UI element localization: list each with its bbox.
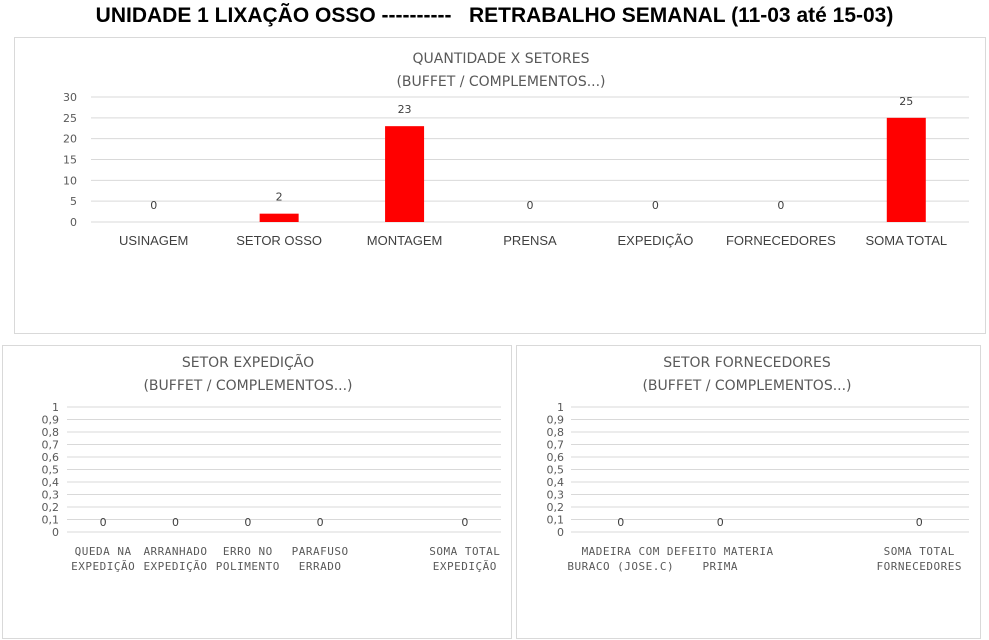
y-tick-label: 15: [63, 154, 77, 167]
data-label: 0: [244, 516, 251, 529]
y-tick-label: 20: [63, 133, 77, 146]
chart-title: QUANTIDADE X SETORES: [413, 51, 590, 67]
data-label: 0: [100, 516, 107, 529]
bar: [385, 126, 425, 222]
x-tick-label: USINAGEM: [119, 233, 188, 248]
y-tick-label: 10: [63, 174, 77, 187]
x-tick-label: QUEDA NA: [75, 545, 132, 558]
y-tick-label: 0,1: [547, 514, 565, 527]
y-tick-label: 0,9: [547, 414, 565, 427]
chart-svg-fornecedores: SETOR FORNECEDORES (BUFFET / COMPLEMENTOS…: [547, 355, 969, 573]
data-label: 0: [717, 516, 724, 529]
y-tick-label: 0,8: [547, 426, 565, 439]
x-tick-label: SOMA TOTAL: [865, 233, 947, 248]
data-label: 25: [899, 95, 913, 108]
y-tick-label: 0,4: [547, 476, 565, 489]
x-tick-label: FORNECEDORES: [726, 233, 836, 248]
y-tick-label: 0,4: [42, 476, 60, 489]
chart-subtitle: (BUFFET / COMPLEMENTOS...): [143, 378, 352, 394]
chart-title: SETOR FORNECEDORES: [663, 355, 831, 371]
x-tick-label: ERRO NO: [223, 545, 273, 558]
chart-title: SETOR EXPEDIÇÃO: [182, 354, 314, 371]
x-tick-label: FORNECEDORES: [877, 560, 962, 573]
y-tick-label: 0: [557, 526, 564, 539]
x-tick-label: MADEIRA COM: [582, 545, 660, 558]
chart-svg-quantidade: QUANTIDADE X SETORES (BUFFET / COMPLEMENT…: [63, 51, 969, 248]
page-title: UNIDADE 1 LIXAÇÃO OSSO ---------- RETRAB…: [95, 4, 894, 27]
x-tick-label: PRIMA: [702, 560, 738, 573]
y-tick-label: 0,7: [42, 439, 60, 452]
data-label: 0: [317, 516, 324, 529]
x-tick-label: ARRANHADO: [143, 545, 207, 558]
y-tick-label: 0,2: [42, 501, 60, 514]
y-tick-label: 0,2: [547, 501, 565, 514]
y-tick-label: 0,9: [42, 414, 60, 427]
x-tick-label: PARAFUSO: [292, 545, 349, 558]
y-tick-label: 25: [63, 112, 77, 125]
data-label: 0: [652, 199, 659, 212]
x-tick-label: SETOR OSSO: [236, 233, 322, 248]
chart-quantidade-x-setores: QUANTIDADE X SETORES (BUFFET / COMPLEMENT…: [14, 37, 986, 334]
x-tick-label: POLIMENTO: [216, 560, 280, 573]
y-tick-label: 0,8: [42, 426, 60, 439]
data-label: 0: [916, 516, 923, 529]
data-label: 0: [777, 199, 784, 212]
y-tick-label: 0,6: [547, 451, 565, 464]
chart-svg-expedicao: SETOR EXPEDIÇÃO (BUFFET / COMPLEMENTOS...…: [42, 354, 501, 573]
x-tick-label: BURACO (JOSE.C): [567, 560, 674, 573]
chart-setor-expedicao: SETOR EXPEDIÇÃO (BUFFET / COMPLEMENTOS...…: [2, 345, 512, 639]
y-tick-label: 1: [557, 401, 564, 414]
y-tick-label: 0,5: [42, 464, 60, 477]
chart-subtitle: (BUFFET / COMPLEMENTOS...): [396, 74, 605, 90]
y-tick-label: 0: [52, 526, 59, 539]
y-tick-label: 5: [70, 195, 77, 208]
y-tick-label: 0,7: [547, 439, 565, 452]
x-tick-label: MONTAGEM: [367, 233, 443, 248]
x-tick-label: ERRADO: [299, 560, 342, 573]
y-tick-label: 0: [70, 216, 77, 229]
bar: [886, 117, 926, 222]
bar: [259, 213, 299, 222]
data-label: 0: [527, 199, 534, 212]
x-tick-label: SOMA TOTAL: [429, 545, 500, 558]
y-tick-label: 0,1: [42, 514, 60, 527]
chart-subtitle: (BUFFET / COMPLEMENTOS...): [642, 378, 851, 394]
x-tick-label: EXPEDIÇÃO: [433, 560, 497, 573]
x-tick-label: EXPEDIÇÃO: [71, 560, 135, 573]
y-tick-label: 1: [52, 401, 59, 414]
data-label: 0: [172, 516, 179, 529]
x-tick-label: EXPEDIÇÃO: [617, 233, 693, 248]
y-tick-label: 30: [63, 91, 77, 104]
x-tick-label: SOMA TOTAL: [884, 545, 955, 558]
data-label: 2: [276, 191, 283, 204]
y-tick-label: 0,6: [42, 451, 60, 464]
y-tick-label: 0,5: [547, 464, 565, 477]
y-tick-label: 0,3: [547, 489, 565, 502]
data-label: 0: [617, 516, 624, 529]
data-label: 23: [398, 103, 412, 116]
x-tick-label: PRENSA: [503, 233, 557, 248]
y-tick-label: 0,3: [42, 489, 60, 502]
x-tick-label: DEFEITO MATERIA: [667, 545, 774, 558]
x-tick-label: EXPEDIÇÃO: [143, 560, 207, 573]
data-label: 0: [150, 199, 157, 212]
chart-setor-fornecedores: SETOR FORNECEDORES (BUFFET / COMPLEMENTOS…: [516, 345, 981, 639]
data-label: 0: [461, 516, 468, 529]
